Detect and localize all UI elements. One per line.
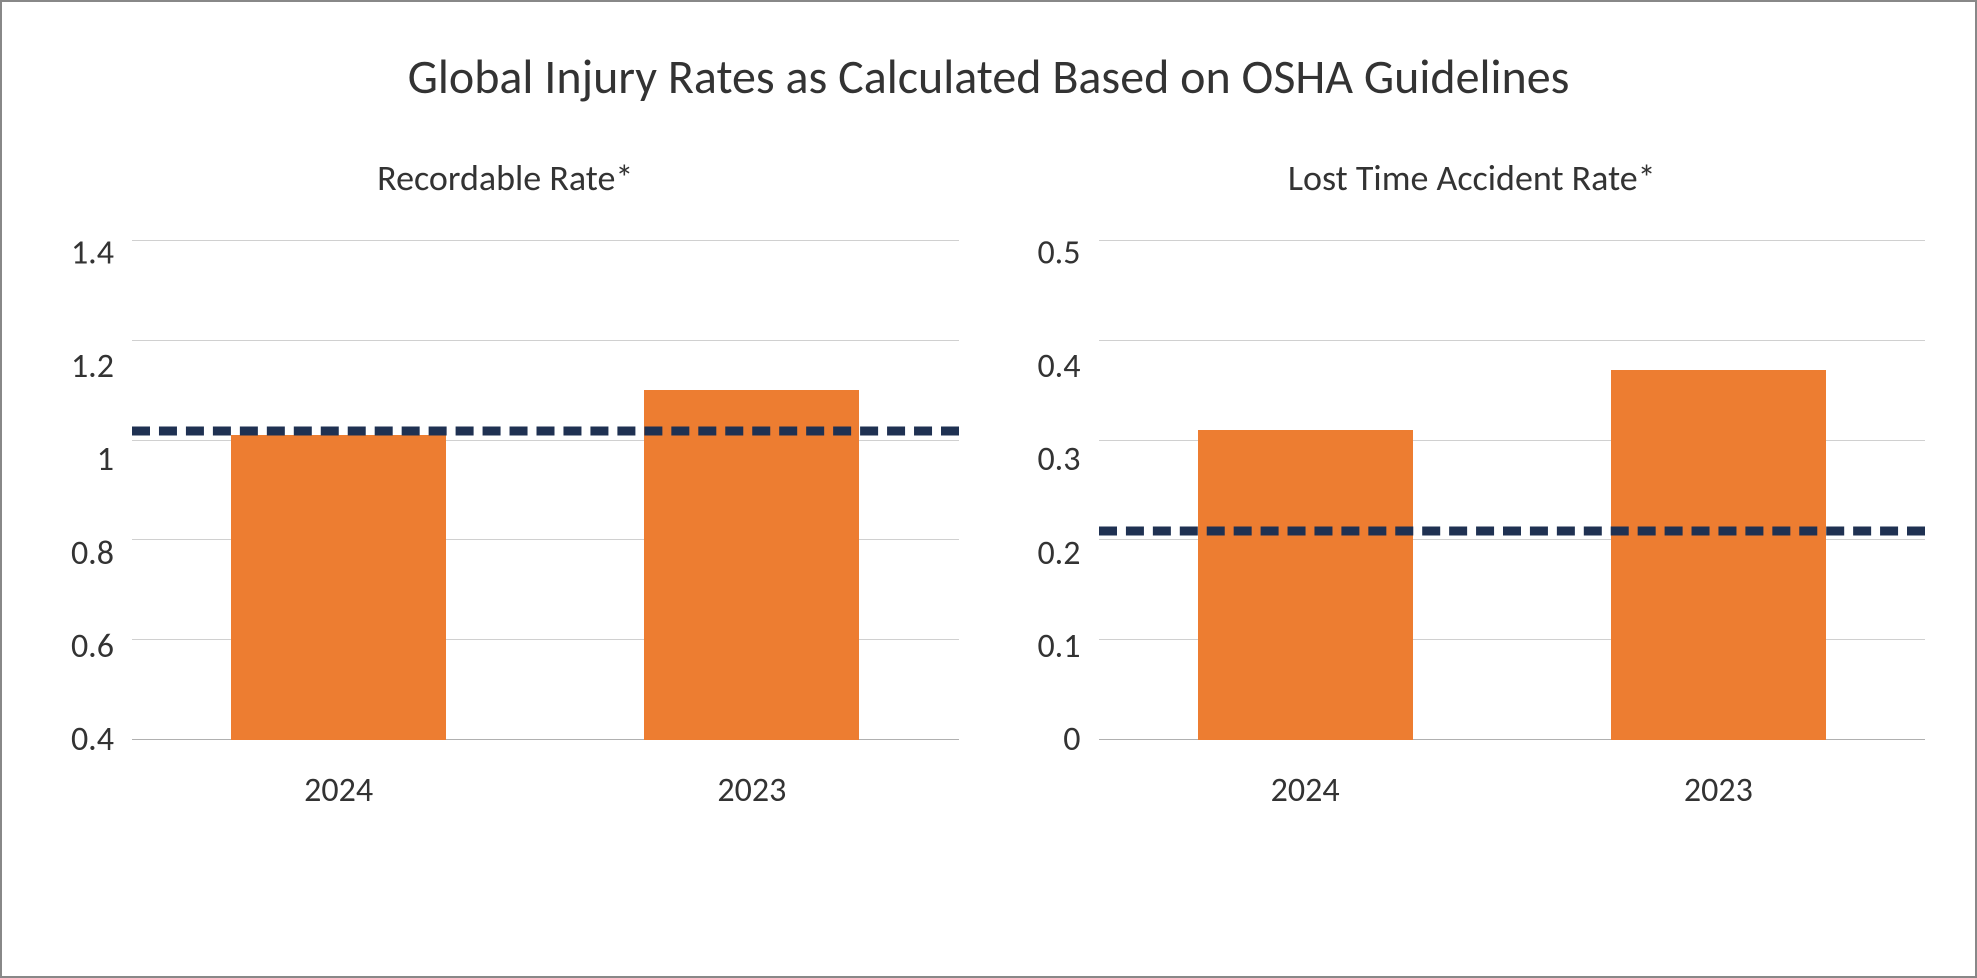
chart-container: Global Injury Rates as Calculated Based … bbox=[0, 0, 1977, 978]
x-tick: 2023 bbox=[644, 770, 859, 811]
y-tick: 1.2 bbox=[71, 350, 114, 384]
bar-2023 bbox=[644, 390, 859, 740]
y-tick: 0.1 bbox=[1037, 630, 1080, 664]
recordable-rate-plotbox bbox=[132, 240, 959, 740]
bar-2023 bbox=[1611, 370, 1826, 740]
y-tick: 0.8 bbox=[71, 537, 114, 571]
charts-row: Recordable Rate* 1.4 1.2 1 0.8 0.6 0.4 bbox=[42, 156, 1935, 811]
x-tick: 2023 bbox=[1611, 770, 1826, 811]
x-tick: 2024 bbox=[231, 770, 446, 811]
threshold-line bbox=[1099, 527, 1926, 536]
recordable-rate-yaxis: 1.4 1.2 1 0.8 0.6 0.4 bbox=[52, 240, 132, 740]
y-tick: 0.6 bbox=[71, 630, 114, 664]
lost-time-rate-plot: 0.5 0.4 0.3 0.2 0.1 0 bbox=[1019, 240, 1926, 740]
recordable-rate-bars bbox=[132, 240, 959, 740]
lost-time-rate-xaxis: 2024 2023 bbox=[1019, 770, 1926, 811]
recordable-rate-xaxis: 2024 2023 bbox=[52, 770, 959, 811]
y-tick: 0.3 bbox=[1037, 443, 1080, 477]
y-tick: 0.4 bbox=[1037, 350, 1080, 384]
lost-time-rate-bars bbox=[1099, 240, 1926, 740]
recordable-rate-plot: 1.4 1.2 1 0.8 0.6 0.4 bbox=[52, 240, 959, 740]
x-tick: 2024 bbox=[1198, 770, 1413, 811]
recordable-rate-title: Recordable Rate* bbox=[52, 156, 959, 200]
y-tick: 1 bbox=[97, 443, 114, 477]
y-tick: 1.4 bbox=[71, 237, 114, 271]
lost-time-rate-plotbox bbox=[1099, 240, 1926, 740]
y-tick: 0.2 bbox=[1037, 537, 1080, 571]
y-tick: 0 bbox=[1063, 723, 1080, 757]
y-tick: 0.5 bbox=[1037, 237, 1080, 271]
bar-2024 bbox=[231, 435, 446, 740]
bar-2024 bbox=[1198, 430, 1413, 740]
lost-time-rate-chart: Lost Time Accident Rate* 0.5 0.4 0.3 0.2… bbox=[1019, 156, 1926, 811]
main-title: Global Injury Rates as Calculated Based … bbox=[42, 47, 1935, 106]
y-tick: 0.4 bbox=[71, 723, 114, 757]
lost-time-rate-title: Lost Time Accident Rate* bbox=[1019, 156, 1926, 200]
threshold-line bbox=[132, 427, 959, 436]
recordable-rate-chart: Recordable Rate* 1.4 1.2 1 0.8 0.6 0.4 bbox=[52, 156, 959, 811]
lost-time-rate-yaxis: 0.5 0.4 0.3 0.2 0.1 0 bbox=[1019, 240, 1099, 740]
